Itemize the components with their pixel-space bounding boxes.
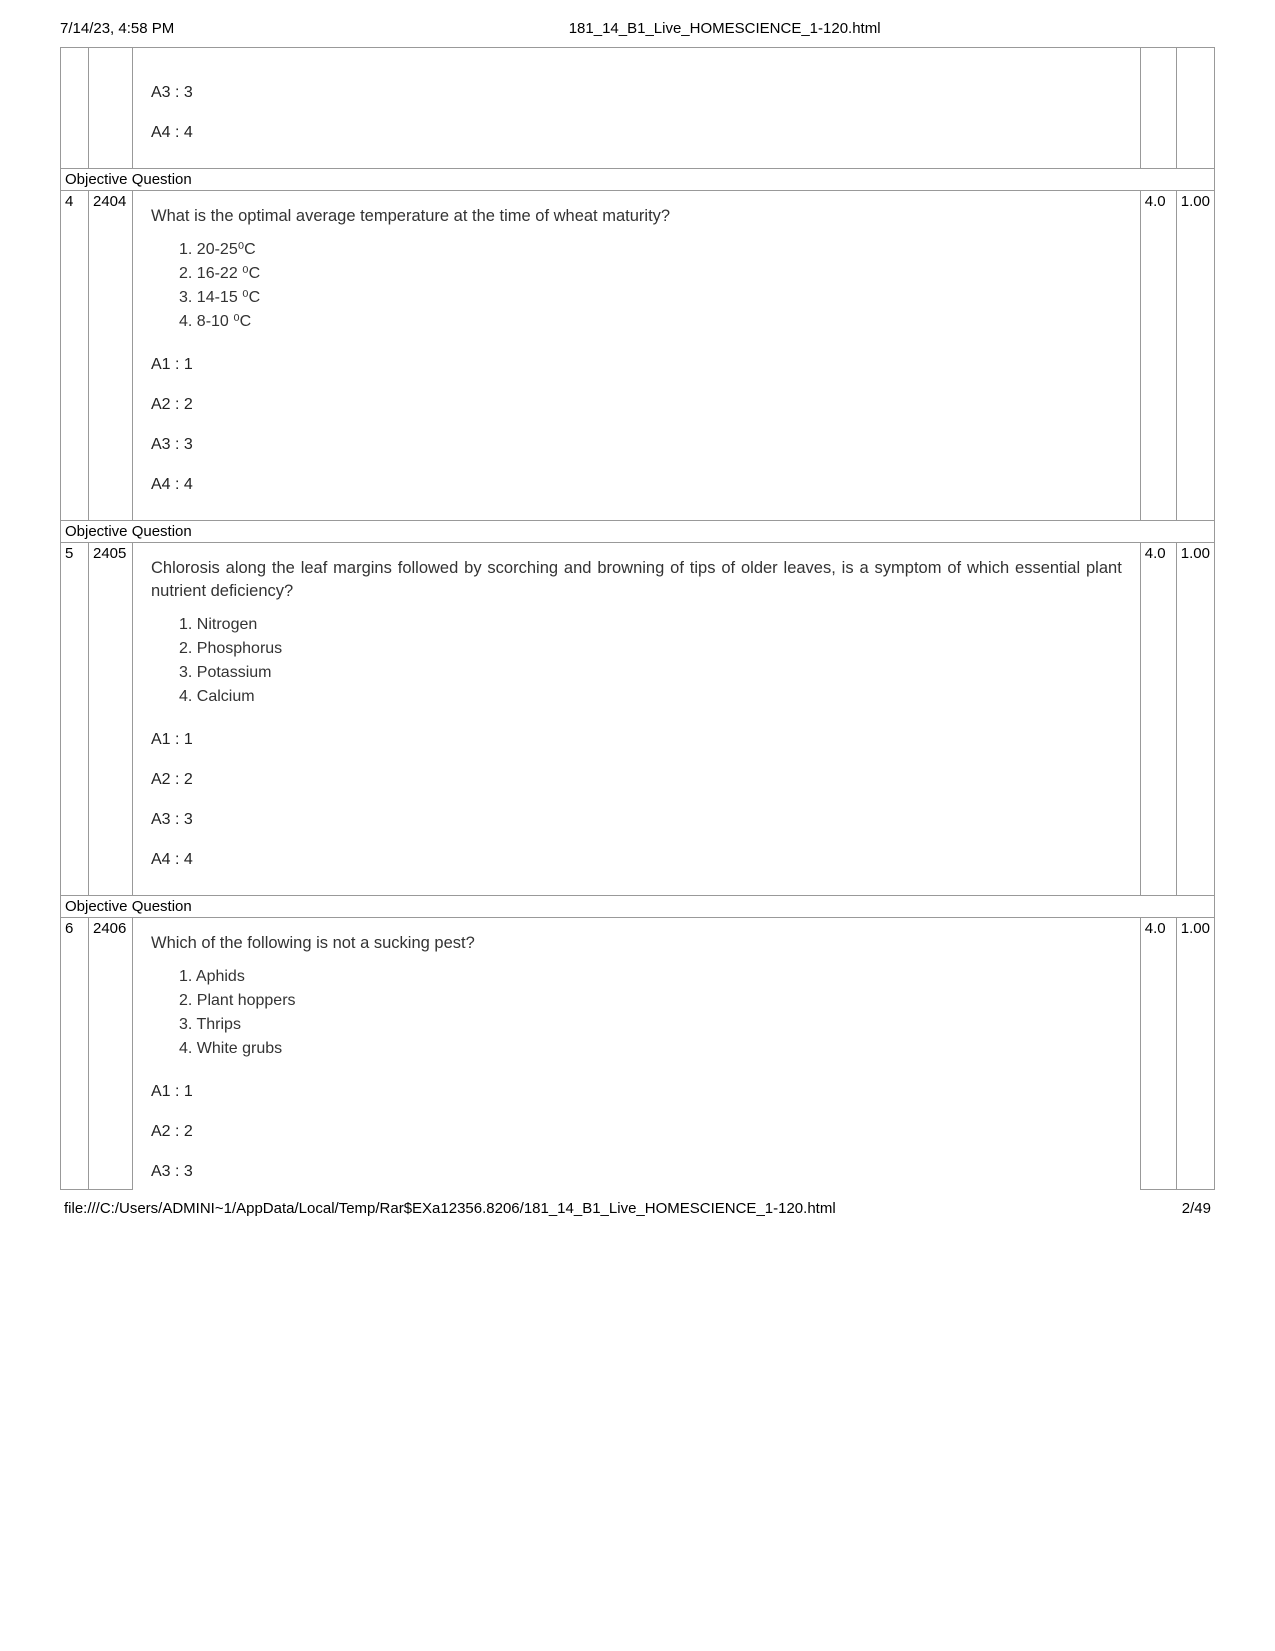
question-id: 2404 (89, 191, 133, 521)
question-text: Chlorosis along the leaf margins followe… (151, 557, 1122, 603)
answer-line: A2 : 2 (151, 771, 1122, 789)
question-weight: 1.00 (1176, 918, 1214, 1190)
question-marks: 4.0 (1140, 191, 1176, 521)
answer-line: A2 : 2 (151, 1123, 1122, 1141)
footer-path: file:///C:/Users/ADMINI~1/AppData/Local/… (64, 1200, 836, 1217)
question-id: 2406 (89, 918, 133, 1190)
section-label-row: Objective Question (61, 521, 1215, 543)
answer-line: A3 : 3 (151, 1163, 1122, 1181)
question-row: 5 2405 Chlorosis along the leaf margins … (61, 543, 1215, 896)
option-list: 1. Nitrogen 2. Phosphorus 3. Potassium 4… (179, 613, 1122, 709)
question-row: 6 2406 Which of the following is not a s… (61, 918, 1215, 1190)
answer-line: A1 : 1 (151, 731, 1122, 749)
question-number: 5 (61, 543, 89, 896)
question-number: 4 (61, 191, 89, 521)
section-label-row: Objective Question (61, 169, 1215, 191)
question-weight: 1.00 (1176, 191, 1214, 521)
option: 2. Plant hoppers (179, 989, 1122, 1013)
section-label: Objective Question (61, 169, 1215, 191)
option: 1. Aphids (179, 965, 1122, 989)
option: 4. Calcium (179, 685, 1122, 709)
question-number: 6 (61, 918, 89, 1190)
question-text: Which of the following is not a sucking … (151, 932, 1122, 955)
header-title: 181_14_B1_Live_HOMESCIENCE_1-120.html (354, 20, 1095, 37)
answer-line: A3 : 3 (151, 436, 1122, 454)
question-marks: 4.0 (1140, 918, 1176, 1190)
question-row: 4 2404 What is the optimal average tempe… (61, 191, 1215, 521)
option: 2. 16-22 ⁰C (179, 262, 1122, 286)
option: 3. Potassium (179, 661, 1122, 685)
question-text: What is the optimal average temperature … (151, 205, 1122, 228)
prev-row-partial: A3 : 3 A4 : 4 (61, 48, 1215, 169)
option: 1. Nitrogen (179, 613, 1122, 637)
answer-line: A4 : 4 (151, 851, 1122, 869)
answer-line: A2 : 2 (151, 396, 1122, 414)
option: 3. Thrips (179, 1013, 1122, 1037)
answer-line: A4 : 4 (151, 476, 1122, 494)
question-marks: 4.0 (1140, 543, 1176, 896)
option: 4. 8-10 ⁰C (179, 310, 1122, 334)
answer-line: A3 : 3 (151, 811, 1122, 829)
option: 1. 20-25⁰C (179, 238, 1122, 262)
answer-line: A1 : 1 (151, 1083, 1122, 1101)
page-footer: file:///C:/Users/ADMINI~1/AppData/Local/… (60, 1200, 1215, 1217)
header-datetime: 7/14/23, 4:58 PM (60, 20, 174, 37)
question-id: 2405 (89, 543, 133, 896)
questions-table: A3 : 3 A4 : 4 Objective Question 4 2404 … (60, 47, 1215, 1190)
option-list: 1. Aphids 2. Plant hoppers 3. Thrips 4. … (179, 965, 1122, 1061)
option: 2. Phosphorus (179, 637, 1122, 661)
answer-line: A3 : 3 (151, 84, 1122, 102)
section-label-row: Objective Question (61, 896, 1215, 918)
option: 3. 14-15 ⁰C (179, 286, 1122, 310)
section-label: Objective Question (61, 896, 1215, 918)
section-label: Objective Question (61, 521, 1215, 543)
answer-line: A1 : 1 (151, 356, 1122, 374)
question-weight: 1.00 (1176, 543, 1214, 896)
option: 4. White grubs (179, 1037, 1122, 1061)
page-header: 7/14/23, 4:58 PM 181_14_B1_Live_HOMESCIE… (60, 20, 1215, 37)
answer-line: A4 : 4 (151, 124, 1122, 142)
option-list: 1. 20-25⁰C 2. 16-22 ⁰C 3. 14-15 ⁰C 4. 8-… (179, 238, 1122, 334)
footer-pagenum: 2/49 (1182, 1200, 1211, 1217)
